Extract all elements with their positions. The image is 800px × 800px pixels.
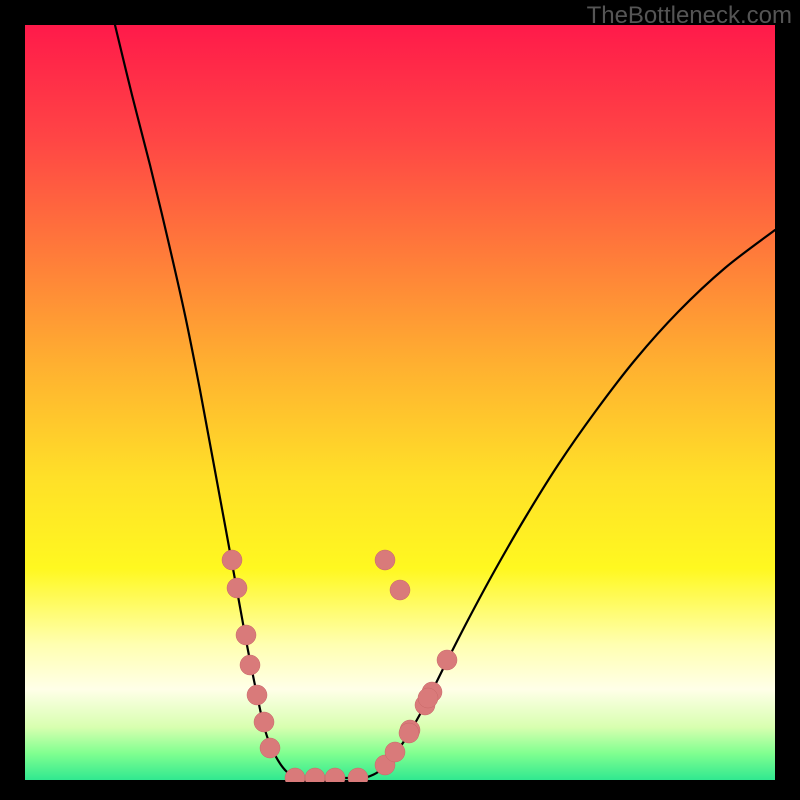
chart-container: TheBottleneck.com bbox=[0, 0, 800, 800]
watermark-text: TheBottleneck.com bbox=[587, 2, 792, 30]
bottleneck-chart bbox=[0, 0, 800, 800]
